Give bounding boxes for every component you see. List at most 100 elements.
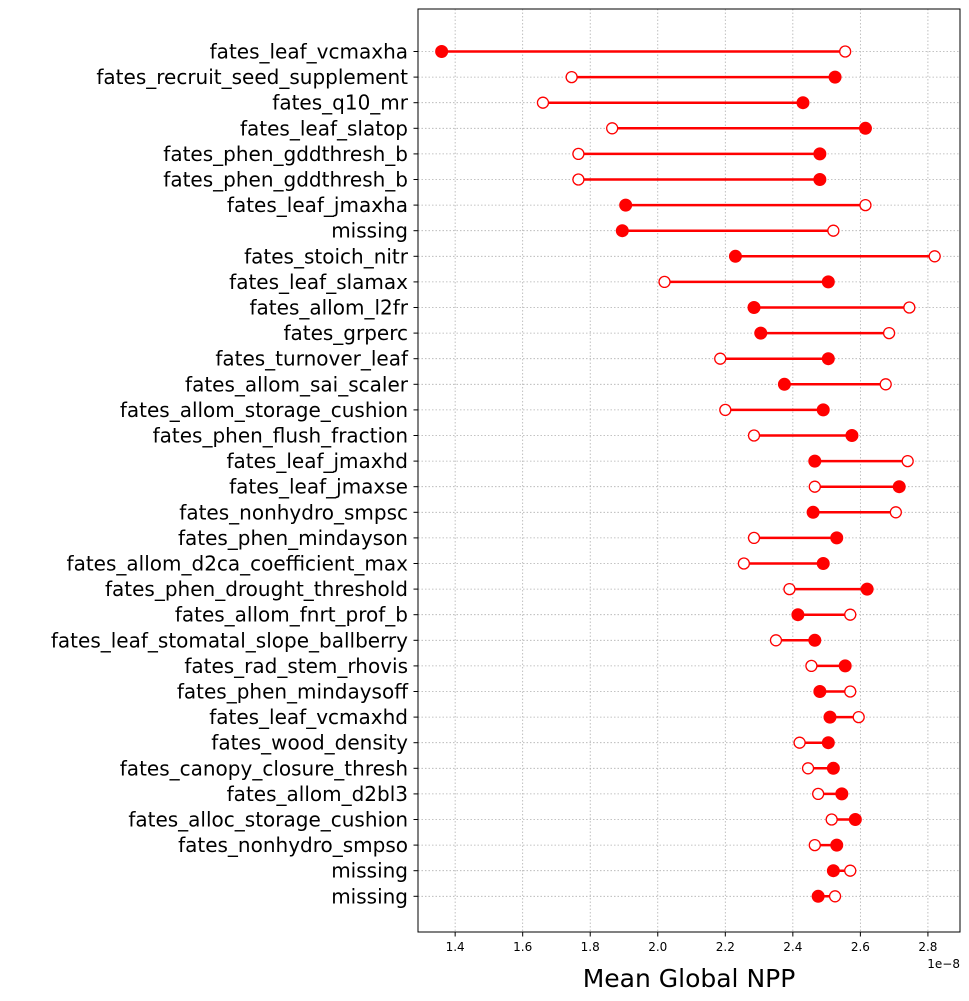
hollow-point — [572, 147, 585, 161]
y-category-label: fates_phen_drought_threshold — [105, 577, 408, 601]
hollow-point — [769, 634, 783, 647]
filled-point — [615, 224, 629, 238]
filled-point — [816, 403, 830, 417]
y-category-label: fates_rad_stem_rhovis — [184, 654, 408, 678]
hollow-point — [825, 813, 838, 826]
hollow-point — [889, 506, 902, 519]
y-axis-ticks: fates_leaf_vcmaxhafates_recruit_seed_sup… — [51, 40, 418, 908]
y-category-label: fates_nonhydro_smpso — [178, 833, 408, 857]
y-category-label: fates_leaf_vcmaxha — [210, 40, 408, 64]
filled-point — [821, 352, 835, 366]
hollow-point — [812, 787, 825, 801]
hollow-point — [793, 736, 806, 749]
hollow-point — [827, 224, 840, 237]
hollow-point — [606, 122, 619, 135]
data-points — [435, 45, 941, 903]
x-tick-label: 2.4 — [783, 940, 802, 954]
filled-point — [858, 121, 872, 135]
hollow-point — [901, 454, 914, 468]
filled-point — [816, 557, 830, 570]
y-category-label: fates_allom_d2ca_coefficient_max — [67, 552, 409, 576]
hollow-point — [808, 480, 821, 493]
y-category-label: fates_phen_mindayson — [178, 526, 408, 550]
y-category-label: missing — [331, 859, 408, 883]
filled-point — [747, 301, 761, 314]
y-category-label: fates_phen_flush_fraction — [153, 424, 408, 448]
filled-point — [619, 198, 633, 212]
x-tick-label: 2.8 — [918, 940, 937, 954]
x-axis-offset-label: 1e−8 — [927, 957, 960, 971]
filled-point — [821, 275, 835, 289]
hollow-point — [805, 659, 818, 673]
x-tick-label: 2.0 — [648, 940, 667, 954]
hollow-point — [852, 710, 865, 724]
hollow-point — [828, 890, 842, 903]
plot-frame — [417, 8, 961, 933]
filled-point — [728, 249, 742, 263]
x-tick-label: 1.8 — [581, 940, 600, 954]
filled-point — [830, 838, 844, 852]
hollow-point — [903, 301, 916, 314]
y-category-label: fates_allom_l2fr — [250, 296, 409, 320]
hollow-point — [658, 275, 671, 289]
hollow-point — [719, 403, 732, 417]
y-category-label: fates_leaf_jmaxse — [229, 475, 408, 499]
hollow-point — [882, 326, 896, 340]
hollow-point — [536, 96, 550, 109]
hollow-point — [808, 838, 821, 852]
filled-point — [813, 173, 827, 186]
y-category-label: fates_allom_d2bl3 — [227, 782, 408, 806]
filled-point — [813, 685, 827, 698]
hollow-point — [747, 531, 761, 545]
y-category-label: fates_leaf_vcmaxhd — [209, 705, 408, 729]
filled-point — [828, 70, 842, 84]
y-category-label: fates_leaf_jmaxhd — [226, 449, 408, 473]
filled-point — [892, 480, 906, 494]
y-category-label: fates_leaf_jmaxha — [227, 193, 408, 217]
y-category-label: fates_leaf_slatop — [240, 116, 408, 140]
filled-point — [823, 710, 837, 724]
filled-point — [791, 608, 805, 622]
filled-point — [826, 864, 840, 878]
hollow-point — [839, 45, 852, 58]
y-category-label: fates_leaf_slamax — [229, 270, 408, 294]
filled-point — [806, 505, 820, 519]
hollow-point — [879, 378, 892, 391]
y-category-label: fates_phen_gddthresh_b — [163, 168, 408, 192]
filled-point — [813, 147, 827, 161]
hollow-point — [844, 608, 857, 621]
filled-point — [845, 429, 859, 442]
x-tick-label: 2.6 — [851, 940, 870, 954]
filled-point — [860, 582, 874, 596]
filled-point — [435, 45, 449, 58]
hollow-point — [783, 582, 796, 596]
filled-point — [826, 761, 840, 775]
hollow-point — [747, 429, 761, 442]
filled-point — [821, 736, 835, 750]
filled-point — [835, 787, 849, 801]
y-category-label: fates_canopy_closure_thresh — [120, 756, 408, 780]
x-tick-label: 1.4 — [446, 940, 465, 954]
y-category-label: fates_phen_mindaysoff — [177, 680, 409, 704]
connector-lines — [441, 50, 935, 898]
y-category-label: fates_turnover_leaf — [215, 347, 409, 371]
x-axis-ticks: 1.4 1.6 1.8 2.0 2.2 2.4 2.6 2.8 — [446, 932, 937, 954]
filled-point — [808, 633, 822, 647]
filled-point — [796, 96, 810, 110]
y-category-label: fates_alloc_storage_cushion — [128, 808, 408, 832]
filled-point — [848, 813, 862, 826]
y-category-label: fates_recruit_seed_supplement — [96, 65, 408, 89]
filled-point — [838, 659, 852, 673]
filled-point — [754, 326, 768, 340]
hollow-point — [565, 70, 578, 84]
y-category-label: fates_nonhydro_smpsc — [179, 500, 408, 524]
hollow-point — [801, 762, 815, 775]
filled-point — [811, 889, 825, 903]
hollow-point — [844, 864, 857, 877]
hollow-point — [737, 557, 751, 570]
y-category-label: fates_allom_sai_scaler — [185, 372, 409, 396]
filled-point — [777, 377, 791, 391]
x-axis-title: Mean Global NPP — [583, 964, 796, 993]
y-category-label: fates_leaf_stomatal_slope_ballberry — [51, 628, 408, 652]
